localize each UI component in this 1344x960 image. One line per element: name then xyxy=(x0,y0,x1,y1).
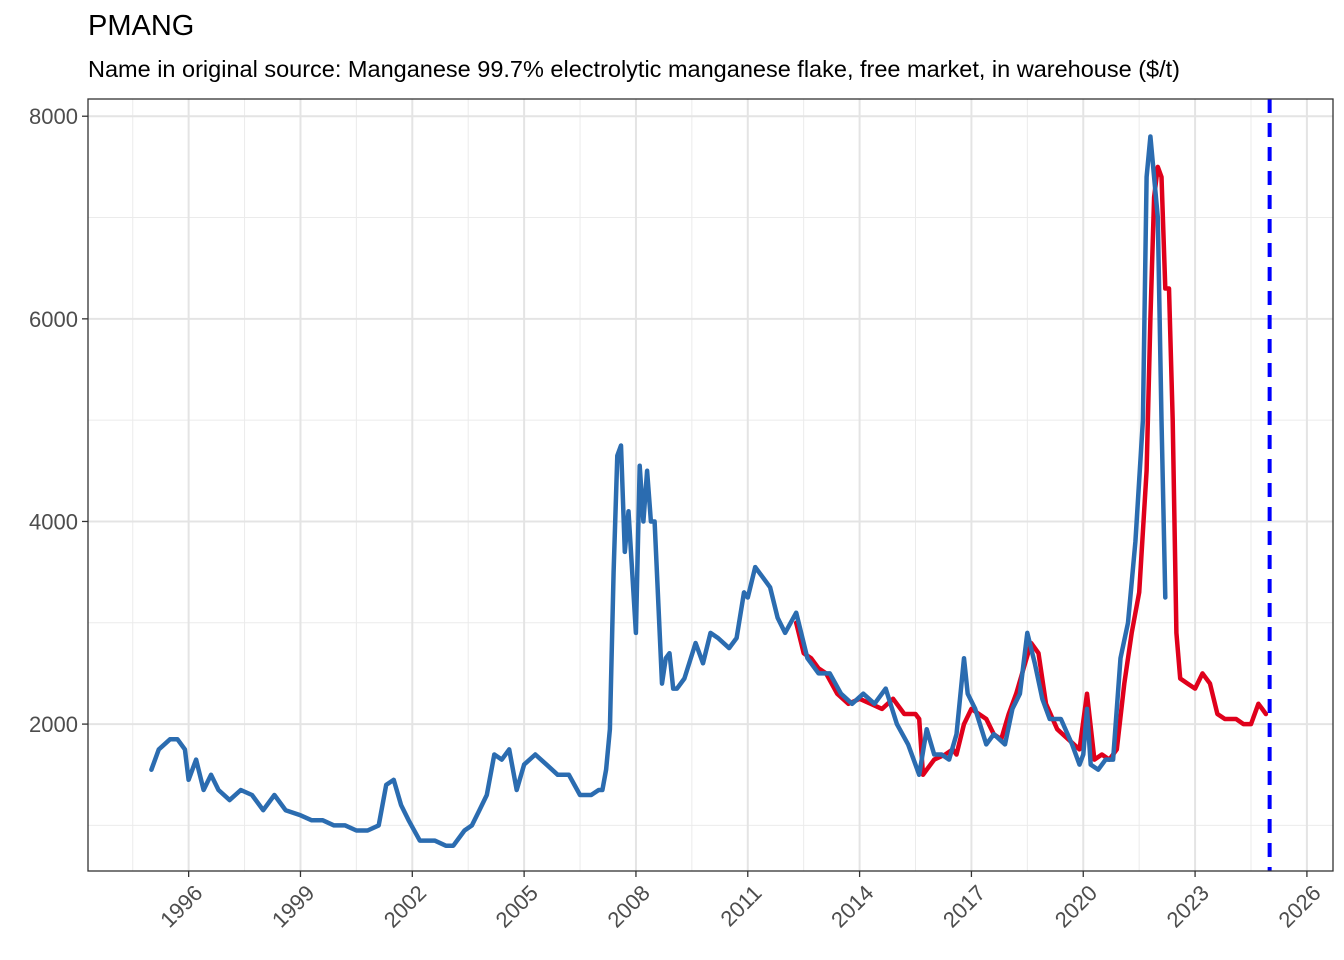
series-line-1 xyxy=(793,164,1269,778)
x-tick-label: 2017 xyxy=(938,880,990,932)
x-tick-label: 1999 xyxy=(267,880,319,932)
x-tick-label: 1996 xyxy=(155,880,207,932)
x-tick-label: 2011 xyxy=(715,880,766,931)
chart-title: PMANG xyxy=(88,10,195,42)
panel-background xyxy=(88,99,1333,871)
x-tick-label: 2005 xyxy=(491,880,543,932)
series-line-2 xyxy=(149,134,1168,848)
x-tick-label: 2023 xyxy=(1162,880,1214,932)
x-tick-label: 2026 xyxy=(1273,880,1325,932)
y-tick-label: 8000 xyxy=(29,104,78,129)
y-tick-label: 4000 xyxy=(29,509,78,534)
y-tick-label: 2000 xyxy=(29,712,78,737)
panel-border xyxy=(87,98,1334,872)
chart-subtitle: Name in original source: Manganese 99.7%… xyxy=(88,56,1180,82)
x-tick-label: 2014 xyxy=(826,880,878,932)
x-tick-label: 2020 xyxy=(1050,880,1102,932)
y-tick-label: 6000 xyxy=(29,307,78,332)
x-tick-label: 2008 xyxy=(603,880,655,932)
x-tick-label: 2002 xyxy=(379,880,431,932)
